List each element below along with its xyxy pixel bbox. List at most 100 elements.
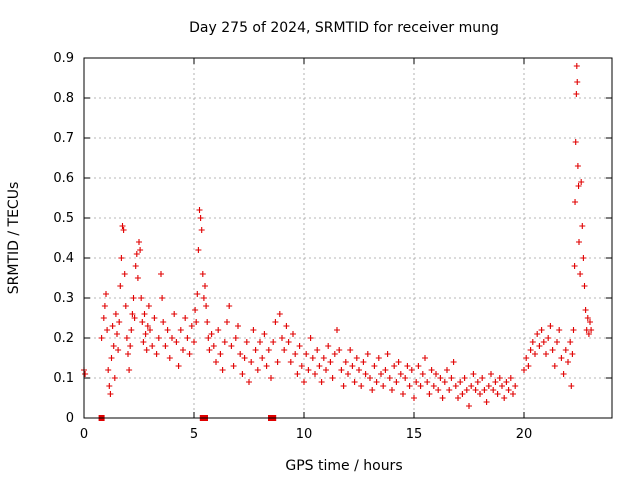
data-point xyxy=(554,339,560,345)
data-point xyxy=(221,339,228,345)
data-point xyxy=(109,323,116,329)
data-point xyxy=(248,359,255,365)
data-point xyxy=(98,335,105,341)
x-axis-title: GPS time / hours xyxy=(285,458,402,474)
data-point xyxy=(265,347,272,353)
data-point xyxy=(501,395,508,401)
data-point xyxy=(574,79,581,85)
data-point xyxy=(585,331,592,337)
data-point xyxy=(463,387,470,393)
y-tick-labels: 0 0.1 0.2 0.3 0.4 0.5 0.6 0.7 0.8 0.9 xyxy=(53,51,74,426)
data-point xyxy=(112,311,119,317)
data-point xyxy=(121,271,128,277)
data-point xyxy=(200,295,207,301)
data-point xyxy=(292,351,299,357)
y-tick-label: 0.7 xyxy=(53,131,74,146)
data-point xyxy=(570,327,577,333)
data-point xyxy=(353,355,360,361)
data-point xyxy=(224,319,230,325)
data-point xyxy=(400,391,406,397)
data-point xyxy=(307,335,314,341)
data-point xyxy=(452,383,459,389)
data-point xyxy=(301,379,307,385)
data-point xyxy=(239,371,246,377)
data-point xyxy=(263,363,270,369)
axis-ticks xyxy=(83,57,612,419)
data-point xyxy=(196,207,203,213)
data-point xyxy=(393,379,400,385)
chart-title: Day 275 of 2024, SRMTID for receiver mun… xyxy=(189,20,499,36)
data-point xyxy=(488,371,494,377)
data-point xyxy=(318,379,325,385)
data-point xyxy=(123,335,130,341)
y-tick-label: 0 xyxy=(66,411,74,426)
data-point xyxy=(587,319,593,325)
data-point xyxy=(138,295,145,301)
data-point xyxy=(459,391,466,397)
data-point xyxy=(128,327,135,333)
data-point xyxy=(274,359,281,365)
data-point xyxy=(106,383,113,389)
data-point xyxy=(219,367,226,373)
data-point xyxy=(581,283,588,289)
data-point xyxy=(490,387,497,393)
data-point xyxy=(309,355,316,361)
data-point xyxy=(574,163,581,169)
data-point xyxy=(523,355,530,361)
data-point xyxy=(208,331,215,337)
data-point xyxy=(241,355,248,361)
data-point xyxy=(202,283,208,289)
data-point xyxy=(505,387,512,393)
data-point xyxy=(130,295,137,301)
data-point xyxy=(131,315,138,321)
data-point xyxy=(444,367,450,373)
data-point xyxy=(364,351,371,357)
data-point xyxy=(290,331,296,337)
data-point xyxy=(477,391,483,397)
data-point xyxy=(314,347,321,353)
y-axis-title: SRMTID / TECUs xyxy=(6,182,22,295)
data-point xyxy=(132,263,139,269)
data-point xyxy=(194,291,201,297)
data-point xyxy=(422,355,428,361)
data-point xyxy=(193,319,200,325)
data-point xyxy=(367,375,373,381)
data-point xyxy=(191,339,197,345)
data-point xyxy=(296,343,303,349)
data-point xyxy=(180,347,186,353)
data-point xyxy=(101,303,108,309)
data-point xyxy=(572,139,579,145)
data-point xyxy=(298,363,305,369)
data-point xyxy=(461,375,468,381)
y-tick-label: 0.2 xyxy=(53,331,74,346)
data-point xyxy=(540,339,547,345)
data-point xyxy=(395,359,402,365)
data-point xyxy=(433,371,439,377)
data-point xyxy=(142,331,149,337)
data-point xyxy=(188,323,195,329)
data-point xyxy=(100,315,107,321)
data-point xyxy=(192,307,199,313)
data-point xyxy=(186,351,193,357)
data-point xyxy=(279,335,285,341)
data-point xyxy=(525,363,532,369)
data-point xyxy=(164,327,171,333)
data-point xyxy=(404,363,411,369)
data-point xyxy=(336,347,343,353)
y-tick-label: 0.6 xyxy=(53,171,74,186)
data-point xyxy=(494,391,501,397)
data-point xyxy=(340,383,347,389)
data-point xyxy=(435,387,442,393)
data-point xyxy=(182,315,189,321)
data-point xyxy=(331,351,338,357)
data-point xyxy=(406,383,413,389)
data-point xyxy=(342,359,349,365)
data-point xyxy=(254,367,261,373)
x-tick-labels: 0 5 10 15 20 xyxy=(80,427,532,442)
data-point xyxy=(474,379,481,385)
data-point xyxy=(565,359,571,365)
data-point xyxy=(303,351,310,357)
data-point xyxy=(391,363,398,369)
data-point xyxy=(129,311,136,317)
data-point xyxy=(470,371,477,377)
